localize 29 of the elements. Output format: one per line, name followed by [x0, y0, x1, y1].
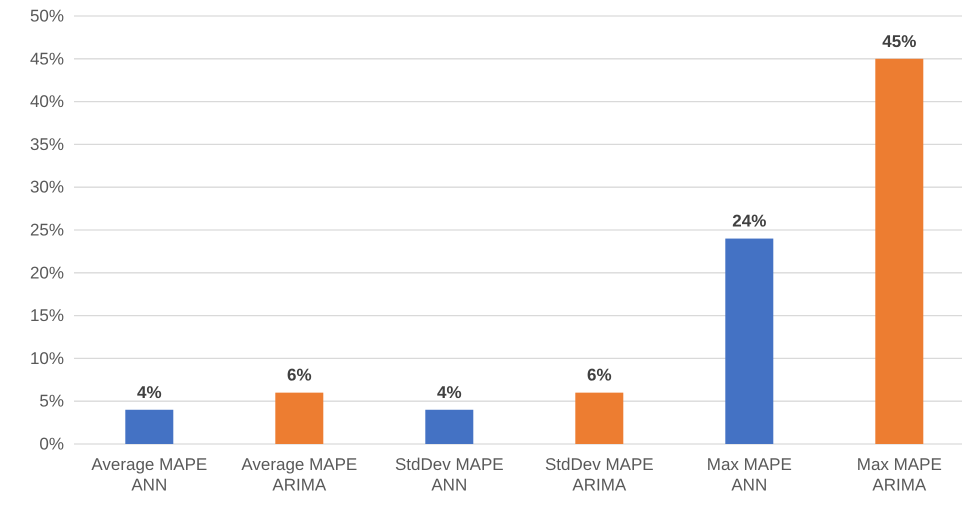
y-tick-label: 35% — [30, 134, 64, 154]
x-tick-label: StdDev MAPE ANN — [394, 455, 504, 494]
data-label: 6% — [587, 366, 612, 385]
x-tick-label: StdDev MAPE ARIMA — [544, 455, 654, 494]
data-label: 4% — [437, 382, 462, 402]
x-tick-label: Max MAPE ANN — [706, 455, 792, 494]
y-tick-label: 5% — [39, 392, 64, 411]
y-tick-label: 30% — [30, 178, 64, 197]
data-label: 6% — [287, 366, 312, 385]
x-tick-label: Max MAPE ARIMA — [856, 455, 942, 494]
y-tick-label: 10% — [30, 348, 64, 368]
data-label: 45% — [882, 32, 916, 51]
y-tick-label: 20% — [30, 263, 64, 282]
y-tick-label: 45% — [30, 49, 64, 68]
x-tick-label: Average MAPE ARIMA — [241, 455, 358, 494]
y-tick-label: 40% — [30, 92, 64, 112]
bar — [125, 410, 174, 444]
y-tick-label: 25% — [30, 220, 64, 240]
bar — [275, 392, 324, 444]
bar — [875, 58, 924, 444]
data-label: 4% — [137, 382, 162, 402]
y-tick-label: 15% — [30, 306, 64, 326]
bar — [575, 392, 624, 444]
x-tick-label: Average MAPE ANN — [91, 455, 208, 494]
data-label: 24% — [732, 212, 766, 231]
bar — [725, 238, 774, 444]
y-tick-label: 0% — [39, 434, 64, 454]
y-tick-label: 50% — [30, 6, 64, 26]
bar — [425, 410, 474, 444]
